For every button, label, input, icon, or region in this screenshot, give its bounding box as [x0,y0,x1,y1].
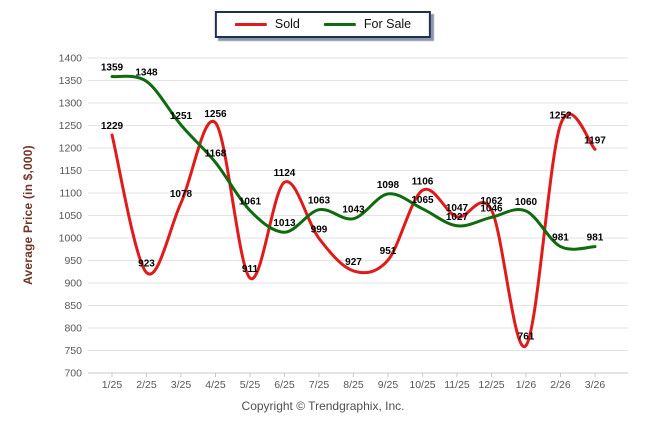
x-tick-label: 6/25 [274,379,295,391]
data-label-sold: 923 [138,259,155,270]
x-tick-label: 9/25 [378,379,399,391]
y-tick-label: 1150 [59,165,82,177]
data-label-sold: 951 [380,246,397,257]
x-tick-label: 1/25 [102,379,123,391]
data-label-sold: 999 [311,224,328,235]
data-label-for-sale: 1168 [205,148,227,159]
data-label-for-sale: 1027 [446,212,469,223]
data-label-sold: 911 [242,264,259,275]
data-label-for-sale: 1063 [308,196,331,207]
copyright-text: Copyright © Trendgraphix, Inc. [241,399,405,413]
x-tick-label: 2/26 [550,379,571,391]
data-label-sold: 761 [518,332,535,343]
y-tick-label: 750 [64,345,82,357]
data-label-sold: 1078 [170,189,193,200]
x-tick-label: 2/25 [136,379,157,391]
y-tick-label: 1250 [59,120,83,132]
data-label-for-sale: 1359 [101,63,124,74]
for-sale-line-swatch [323,22,356,26]
data-label-sold: 1252 [549,111,572,122]
data-label-for-sale: 1060 [515,197,538,208]
y-tick-label: 1350 [59,75,83,87]
legend-item-for-sale: For Sale [323,17,412,31]
y-tick-label: 1200 [59,143,83,155]
legend-label-sold: Sold [274,17,300,31]
y-tick-label: 700 [64,368,82,380]
y-tick-label: 1400 [59,53,83,65]
x-tick-label: 12/25 [478,379,504,391]
chart-legend: Sold For Sale [214,11,432,38]
data-label-for-sale: 1098 [377,180,400,191]
x-tick-label: 3/25 [171,379,192,391]
legend-label-for-sale: For Sale [363,17,412,31]
data-label-for-sale: 1043 [342,205,365,216]
data-label-sold: 1197 [584,135,606,146]
x-tick-label: 4/25 [205,379,226,391]
x-tick-label: 11/25 [444,379,470,391]
data-label-sold: 927 [345,257,362,268]
y-tick-label: 1050 [59,210,83,222]
data-label-sold: 1256 [204,109,227,120]
data-label-for-sale: 1061 [239,197,262,208]
x-tick-label: 10/25 [409,379,435,391]
y-tick-label: 900 [64,278,82,290]
data-label-for-sale: 1251 [170,111,193,122]
data-label-for-sale: 1065 [411,195,434,206]
data-label-sold: 1062 [480,196,503,207]
x-tick-label: 3/26 [585,379,606,391]
y-tick-label: 800 [64,323,82,335]
sold-line-swatch [234,22,267,26]
y-tick-label: 1000 [59,233,83,245]
data-label-sold: 1047 [446,203,469,214]
data-label-for-sale: 1348 [135,67,158,78]
x-tick-label: 7/25 [309,379,330,391]
for-sale-line [110,74,597,251]
legend-item-sold: Sold [234,17,300,31]
data-label-sold: 1124 [274,168,296,179]
sold-line [110,112,597,349]
data-label-for-sale: 1013 [273,218,296,229]
x-tick-label: 8/25 [343,379,364,391]
x-tick-label: 5/25 [240,379,261,391]
y-tick-label: 850 [64,300,82,312]
y-tick-label: 1300 [59,98,83,110]
data-label-for-sale: 981 [552,233,569,244]
data-label-sold: 1229 [101,121,124,132]
x-tick-label: 1/26 [516,379,537,391]
data-label-for-sale: 1046 [480,203,503,214]
y-axis-title: Average Price (in $,000) [21,145,35,285]
y-tick-label: 950 [64,255,82,267]
y-tick-label: 1100 [59,188,82,200]
data-label-for-sale: 981 [587,233,604,244]
data-label-sold: 1106 [412,176,434,187]
